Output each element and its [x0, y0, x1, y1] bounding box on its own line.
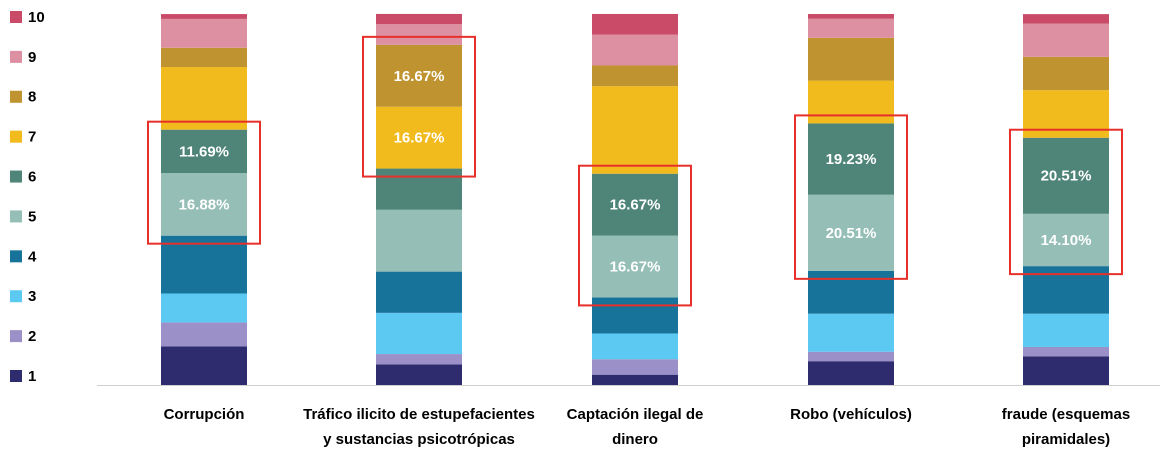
bar-segment	[161, 293, 247, 323]
bar-segment	[161, 322, 247, 347]
legend-label: 6	[28, 169, 36, 186]
bar-segment	[161, 47, 247, 68]
bar-segment	[1023, 137, 1109, 214]
x-tick-label: Tráfico ilicito de estupefacientes y sus…	[303, 406, 535, 448]
bar-segment	[808, 313, 894, 352]
highlight-box	[578, 164, 692, 307]
bar-segment	[376, 106, 462, 169]
bar-segment	[808, 351, 894, 362]
bar-segment	[376, 24, 462, 45]
legend-label: 3	[28, 288, 36, 305]
bar-segment	[161, 67, 247, 130]
bar-segment	[592, 86, 678, 174]
legend-swatch	[10, 170, 22, 183]
data-label: 16.67%	[394, 130, 445, 147]
bar-segment	[161, 18, 247, 48]
data-label: 16.67%	[610, 258, 661, 275]
bar-segment	[1023, 23, 1109, 57]
bar-segment	[161, 129, 247, 174]
legend-swatch	[10, 130, 22, 143]
x-tick-label: Robo (vehículos)	[790, 406, 912, 423]
bar-segment	[161, 235, 247, 294]
bar-segment	[161, 173, 247, 236]
bar-segment	[376, 271, 462, 313]
bar-segment	[376, 209, 462, 272]
bar-segment	[376, 364, 462, 385]
bar-segment	[592, 297, 678, 334]
bar-segment	[1023, 346, 1109, 357]
x-tick-label: Captación ilegal de dinero	[566, 406, 704, 448]
data-label: 19.23%	[826, 151, 877, 168]
bar-segment	[376, 354, 462, 365]
bar-segment	[808, 80, 894, 124]
data-label: 20.51%	[826, 225, 877, 242]
bar-segment	[1023, 356, 1109, 385]
bar-segment	[808, 361, 894, 385]
bar-segment	[1023, 313, 1109, 347]
x-tick-label: Corrupción	[163, 406, 245, 423]
data-label: 20.51%	[1041, 168, 1092, 185]
bar-segment	[808, 14, 894, 19]
x-tick-label: fraude (esquemas piramidales)	[1001, 406, 1131, 448]
legend-swatch	[10, 11, 22, 23]
bar-segment	[808, 194, 894, 271]
bar-segment	[592, 65, 678, 87]
legend-label: 2	[28, 328, 36, 345]
bar-segment	[1023, 14, 1109, 24]
legend-swatch	[10, 210, 22, 223]
bar-segment	[592, 333, 678, 360]
data-label: 16.88%	[179, 196, 230, 213]
bar-segment	[808, 123, 894, 195]
legend-label: 5	[28, 208, 36, 225]
bar-segment	[592, 34, 678, 66]
bar-segment	[376, 168, 462, 210]
data-label: 16.67%	[610, 197, 661, 214]
legend-swatch	[10, 370, 22, 382]
bar-segment	[592, 13, 678, 35]
bar-segment	[161, 346, 247, 385]
bar-segment	[1023, 56, 1109, 91]
data-label: 16.67%	[394, 68, 445, 85]
legend-label: 1	[28, 368, 36, 385]
bar-segment	[1023, 213, 1109, 267]
legend-label: 4	[28, 248, 37, 265]
legend-label: 8	[28, 89, 36, 106]
bar-segment	[808, 37, 894, 81]
legend-swatch	[10, 90, 22, 103]
data-label: 11.69%	[179, 143, 229, 160]
highlight-box	[1009, 128, 1123, 276]
legend-swatch	[10, 250, 22, 263]
bar-segment	[592, 173, 678, 236]
bar-segment	[376, 312, 462, 355]
bar-segment	[808, 18, 894, 38]
bar-segment	[808, 270, 894, 314]
highlight-box	[362, 35, 476, 178]
legend-label: 10	[28, 9, 45, 26]
legend-swatch	[10, 330, 22, 343]
bar-segment	[376, 13, 462, 25]
bar-segment	[592, 235, 678, 298]
bar-segment	[592, 359, 678, 375]
legend-label: 9	[28, 49, 36, 66]
bar-segment	[376, 44, 462, 107]
highlight-box	[147, 120, 261, 245]
legend-label: 7	[28, 129, 36, 146]
data-label: 14.10%	[1041, 232, 1092, 249]
bar-segment	[592, 374, 678, 385]
bar-segment	[161, 14, 247, 19]
legend-swatch	[10, 290, 22, 303]
highlight-box	[794, 114, 908, 280]
legend-swatch	[10, 50, 22, 63]
